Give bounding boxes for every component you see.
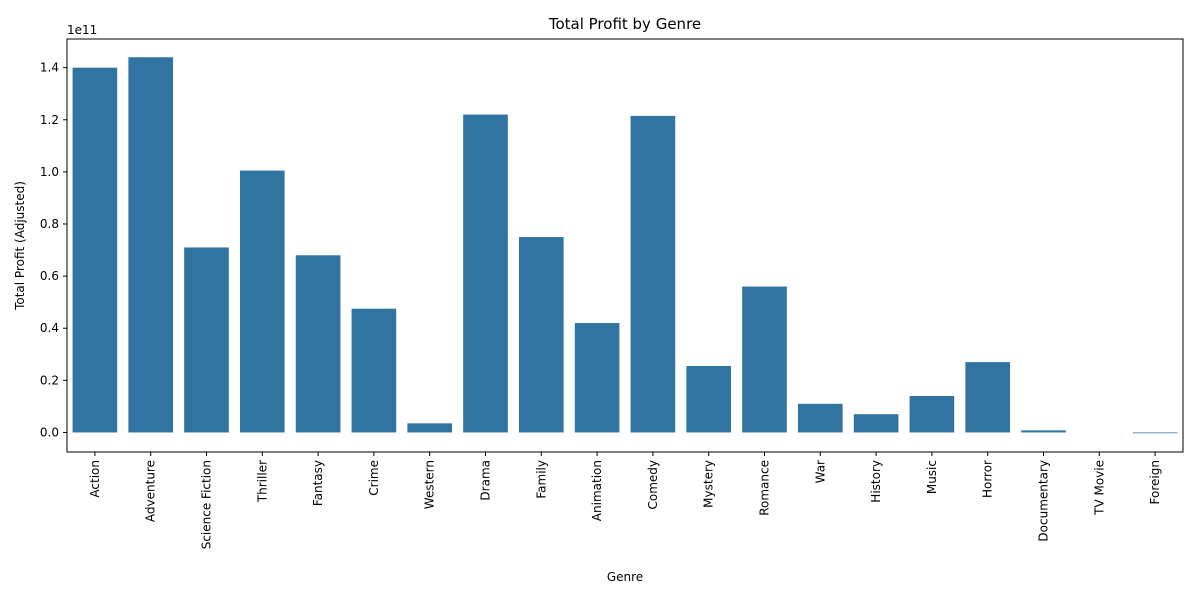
y-tick-label: 0.0: [40, 425, 59, 439]
y-tick-label: 1.4: [40, 61, 59, 75]
x-axis-ticks: Action Adventure Science Fiction Thriller Fa…: [88, 452, 1162, 549]
x-tick-label: Foreign: [1148, 460, 1162, 504]
y-tick-label: 0.4: [40, 321, 59, 335]
bar-animation: [574, 323, 620, 433]
bar-documentary: [1021, 430, 1066, 433]
x-tick-label: Fantasy: [311, 460, 325, 506]
x-tick-label: Documentary: [1037, 460, 1051, 542]
x-tick-label: History: [869, 460, 883, 503]
bar-music: [909, 395, 955, 433]
y-tick-label: 0.6: [40, 269, 59, 283]
x-tick-label: TV Movie: [1092, 460, 1106, 516]
y-axis-title: Total Profit (Adjusted): [13, 181, 27, 311]
y-tick-label: 0.2: [40, 373, 59, 387]
x-tick-label: Horror: [981, 460, 995, 498]
x-tick-label: Drama: [479, 460, 493, 501]
bar-war: [797, 403, 843, 433]
y-tick-label: 0.8: [40, 217, 59, 231]
x-tick-label: Science Fiction: [200, 460, 214, 549]
y-axis-ticks: 0.0 0.2 0.4 0.6 0.8 1.0 1.2 1.4: [40, 61, 67, 439]
chart-title: Total Profit by Genre: [548, 15, 701, 33]
bar-action: [72, 67, 118, 433]
x-tick-label: Mystery: [702, 460, 716, 508]
bar-western: [407, 423, 453, 433]
x-tick-label: Western: [423, 460, 437, 509]
x-tick-label: Comedy: [646, 460, 660, 510]
bar-horror: [965, 362, 1011, 433]
bar-comedy: [630, 115, 676, 433]
bar-thriller: [239, 170, 285, 433]
x-tick-label: Adventure: [144, 460, 158, 522]
bar-family: [518, 237, 564, 433]
bar-mystery: [686, 366, 732, 433]
y-axis-scale-label: 1e11: [67, 23, 97, 37]
x-tick-label: Family: [534, 460, 548, 499]
bar-science-fiction: [184, 247, 229, 433]
x-tick-label: War: [813, 460, 827, 483]
x-axis-title: Genre: [607, 570, 643, 584]
bar-fantasy: [295, 255, 341, 433]
bar-romance: [742, 286, 787, 433]
x-tick-label: Romance: [758, 460, 772, 516]
y-tick-label: 1.0: [40, 165, 59, 179]
x-tick-label: Crime: [367, 460, 381, 496]
x-tick-label: Animation: [590, 460, 604, 521]
bar-history: [853, 414, 899, 433]
bar-adventure: [128, 57, 174, 433]
x-tick-label: Action: [88, 460, 102, 498]
bars-group: [72, 57, 1178, 434]
plot-frame: [66, 38, 1184, 453]
bar-drama: [463, 114, 508, 433]
x-tick-label: Music: [925, 460, 939, 494]
y-tick-label: 1.2: [40, 113, 59, 127]
x-tick-label: Thriller: [255, 460, 269, 503]
bar-crime: [351, 308, 397, 433]
bar-foreign: [1132, 432, 1178, 434]
